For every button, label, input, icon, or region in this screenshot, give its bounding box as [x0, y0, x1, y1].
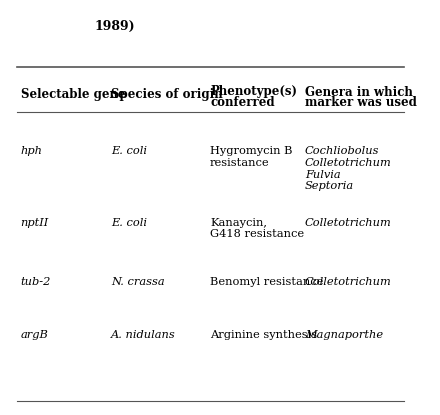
Text: Colletotrichum: Colletotrichum	[305, 217, 392, 228]
Text: N. crassa: N. crassa	[111, 277, 165, 287]
Text: Benomyl resistance: Benomyl resistance	[210, 277, 323, 287]
Text: hph: hph	[21, 146, 43, 156]
Text: marker was used: marker was used	[305, 96, 417, 109]
Text: nptII: nptII	[21, 217, 49, 228]
Text: Cochliobolus
Colletotrichum
Fulvia
Septoria: Cochliobolus Colletotrichum Fulvia Septo…	[305, 146, 392, 191]
Text: Phenotype(s): Phenotype(s)	[210, 85, 297, 98]
Text: Magnaporthe: Magnaporthe	[305, 330, 383, 339]
Text: tub-2: tub-2	[21, 277, 51, 287]
Text: argB: argB	[21, 330, 48, 339]
Text: Genera in which: Genera in which	[305, 85, 413, 98]
Text: Arginine synthesis: Arginine synthesis	[210, 330, 317, 339]
Text: Selectable gene: Selectable gene	[21, 88, 125, 100]
Text: conferred: conferred	[210, 96, 275, 109]
Text: Colletotrichum: Colletotrichum	[305, 277, 392, 287]
Text: A. nidulans: A. nidulans	[111, 330, 176, 339]
Text: E. coli: E. coli	[111, 146, 147, 156]
Text: E. coli: E. coli	[111, 217, 147, 228]
Text: Kanaycin,
G418 resistance: Kanaycin, G418 resistance	[210, 217, 304, 239]
Text: Species of origin: Species of origin	[111, 88, 223, 100]
Text: 1989): 1989)	[95, 20, 136, 34]
Text: Hygromycin B
resistance: Hygromycin B resistance	[210, 146, 293, 168]
